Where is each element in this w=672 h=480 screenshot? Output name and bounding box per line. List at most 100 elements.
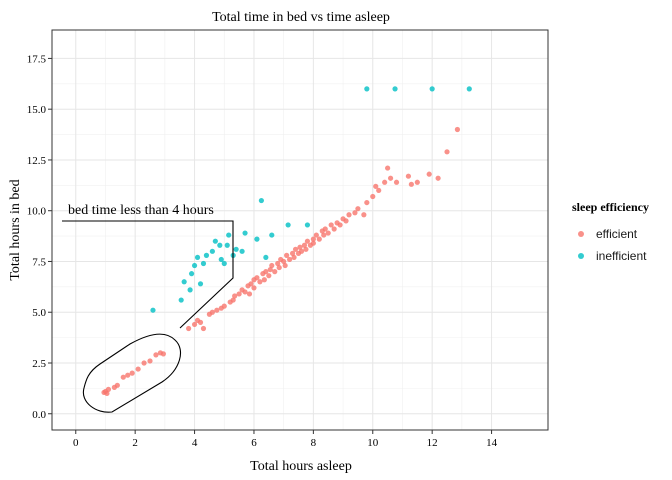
data-point-inefficient [364,86,370,92]
x-tick-label: 6 [251,437,257,449]
data-point-efficient [254,275,260,281]
data-point-inefficient [191,262,198,269]
data-point-efficient [301,242,308,248]
data-point-inefficient [197,281,204,287]
data-point-efficient [310,240,316,246]
data-point-efficient [289,250,296,256]
x-tick-label: 14 [486,437,498,449]
data-point-inefficient [392,86,398,92]
data-point-efficient [257,279,263,285]
data-point-inefficient [203,252,210,258]
data-point-inefficient [242,230,248,236]
y-axis: 0.0 2.5 5.0 7.5 10.0 12.5 15.0 17.5 [27,53,52,421]
data-point-efficient [186,325,192,332]
data-point-efficient [209,309,215,315]
x-tick-label: 8 [311,437,317,449]
data-point-inefficient [233,246,239,252]
y-tick-label: 15.0 [27,104,47,116]
annotation-text: bed time less than 4 hours [68,203,214,218]
data-point-efficient [328,222,334,228]
x-tick-label: 2 [132,437,138,449]
data-point-efficient [221,303,227,309]
data-point-efficient [444,149,450,155]
data-point-efficient [321,232,327,238]
data-point-efficient [405,173,412,179]
data-point-efficient [310,236,316,242]
x-tick-label: 0 [73,437,79,449]
data-point-efficient [292,246,299,252]
data-point-inefficient [429,86,435,92]
data-point-inefficient [150,307,156,313]
data-point-efficient [343,218,349,224]
y-tick-label: 12.5 [27,155,47,167]
data-point-efficient [105,386,112,392]
annotation-ellipse [82,333,182,413]
data-point-efficient [251,285,257,291]
series-inefficient [150,86,472,313]
data-point-efficient [261,277,267,283]
x-tick-label: 10 [367,437,379,449]
data-point-inefficient [217,242,223,248]
data-point-efficient [408,181,414,187]
data-point-efficient [160,351,166,357]
x-axis: 0 2 4 6 8 10 12 14 [73,430,498,449]
data-point-inefficient [209,248,215,254]
data-point-efficient [346,212,352,218]
y-tick-label: 0.0 [32,409,46,421]
data-point-efficient [325,230,331,236]
data-point-efficient [373,183,379,189]
annotation: bed time less than 4 hours [62,203,234,413]
x-axis-title: Total hours asleep [250,459,352,474]
data-point-efficient [387,175,394,181]
y-axis-title: Total hours in bed [8,179,23,280]
data-point-efficient [364,199,370,206]
data-point-inefficient [200,260,207,267]
annotation-connector [62,220,234,329]
legend-title: sleep efficiency [572,200,649,214]
data-point-efficient [147,358,153,364]
legend: sleep efficiency efficient inefficient [572,200,668,267]
data-point-efficient [426,171,432,177]
x-tick-label: 4 [192,437,198,449]
data-point-efficient [454,126,461,133]
data-point-inefficient [258,197,264,204]
y-tick-label: 5.0 [32,307,46,319]
data-point-efficient [393,179,400,185]
y-tick-label: 7.5 [32,256,46,268]
data-point-efficient [236,291,242,297]
data-point-inefficient [224,242,230,248]
data-point-efficient [287,256,293,263]
data-point-efficient [129,370,135,376]
data-point-efficient [191,321,198,328]
data-point-efficient [435,175,441,181]
data-point-inefficient [254,236,260,242]
data-point-efficient [232,293,238,299]
data-point-inefficient [218,256,224,263]
x-tick-label: 12 [427,437,438,449]
data-point-inefficient [466,86,472,92]
y-tick-label: 2.5 [32,358,46,370]
legend-label-efficient: efficient [596,227,638,241]
data-point-efficient [197,319,204,325]
data-point-efficient [263,269,269,275]
data-point-efficient [382,179,388,185]
data-point-efficient [385,165,391,171]
legend-item-efficient: efficient [572,223,668,245]
data-point-efficient [276,264,282,271]
y-tick-label: 10.0 [27,206,47,218]
data-point-efficient [153,352,159,358]
data-point-efficient [376,187,382,194]
data-point-efficient [104,390,110,397]
data-point-efficient [267,266,273,273]
data-point-efficient [135,366,141,372]
data-point-efficient [269,262,275,269]
series-efficient [101,126,461,397]
legend-item-inefficient: inefficient [572,245,668,267]
data-point-inefficient [187,287,193,293]
data-point-efficient [275,260,281,267]
data-point-inefficient [181,279,187,285]
data-point-efficient [114,382,120,388]
data-point-efficient [313,232,319,238]
data-point-inefficient [212,238,218,244]
